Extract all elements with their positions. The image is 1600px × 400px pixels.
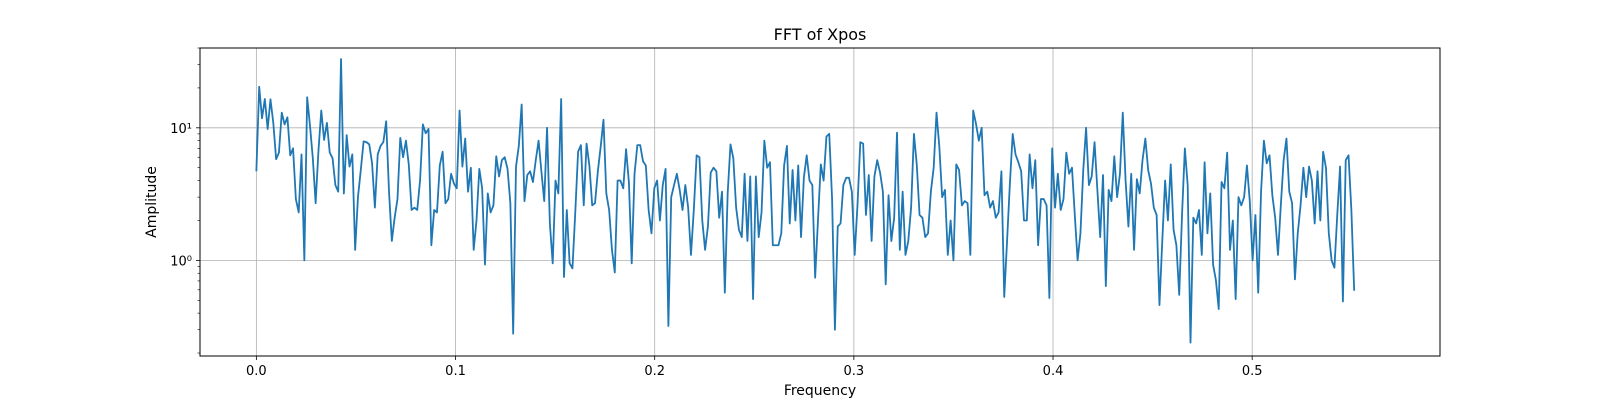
grid bbox=[200, 48, 1440, 356]
y-axis-label: Amplitude bbox=[144, 166, 160, 238]
x-tick-label: 0.2 bbox=[644, 364, 665, 379]
y-tick-label: 10¹ bbox=[170, 122, 192, 137]
x-tick-label: 0.1 bbox=[445, 364, 466, 379]
y-tick-label: 10⁰ bbox=[170, 254, 192, 269]
ticks: 0.0 0.1 0.2 0.3 0.4 0.5 10⁰ 10¹ bbox=[170, 47, 1263, 379]
x-tick-label: 0.4 bbox=[1043, 364, 1064, 379]
x-tick-label: 0.5 bbox=[1242, 364, 1263, 379]
plot-background bbox=[200, 48, 1440, 356]
fft-series-line bbox=[255, 58, 1356, 344]
chart-title: FFT of Xpos bbox=[774, 25, 867, 44]
x-tick-label: 0.3 bbox=[844, 364, 865, 379]
x-tick-label: 0.0 bbox=[246, 364, 267, 379]
x-axis-label: Frequency bbox=[784, 383, 856, 399]
plot-frame bbox=[199, 47, 1441, 357]
